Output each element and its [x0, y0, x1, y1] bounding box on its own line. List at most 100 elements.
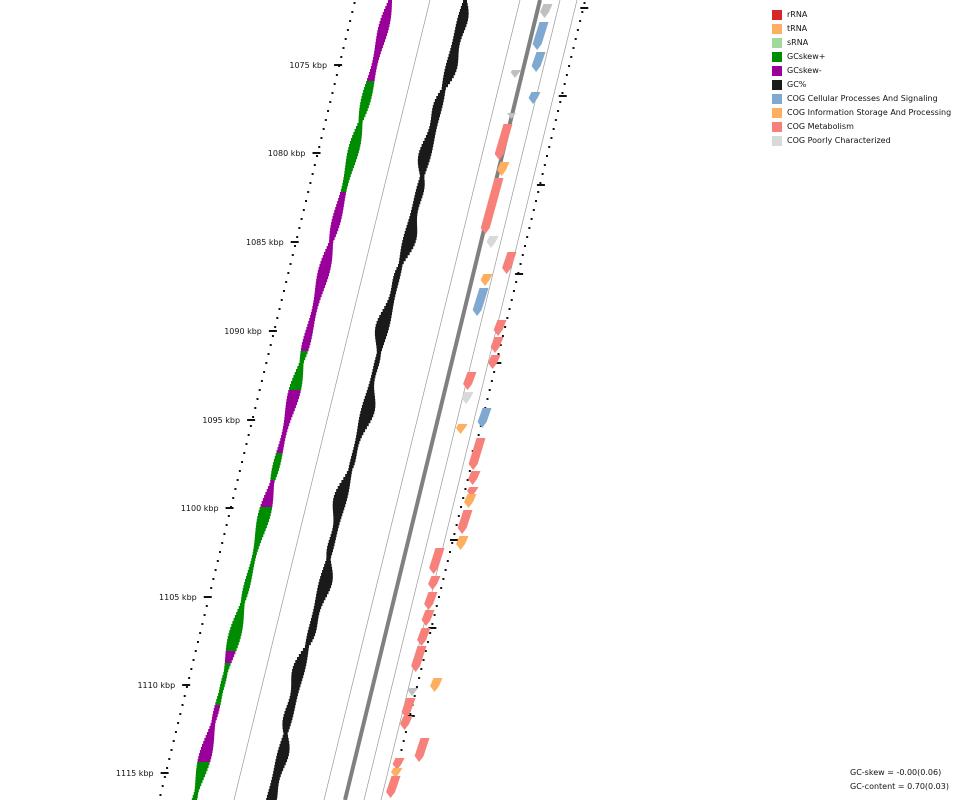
minor-tick [570, 56, 573, 58]
legend-label: GC% [787, 80, 807, 89]
major-tick [428, 627, 437, 629]
gc-skew-negative-bar [334, 210, 343, 214]
minor-tick [437, 596, 440, 598]
gc-skew-positive-bar [270, 474, 277, 478]
gc-content-bar [405, 228, 418, 232]
minor-tick [241, 461, 244, 463]
major-tick [493, 362, 502, 364]
gc-content-bar [460, 6, 469, 10]
gc-skew-negative-bar [276, 450, 283, 454]
gc-content-bar [442, 81, 451, 85]
gc-skew-negative-bar [381, 15, 392, 19]
gc-skew-negative-bar [314, 294, 322, 298]
gene-feature [532, 22, 549, 50]
minor-tick [431, 623, 434, 625]
gc-skew-positive-bar [195, 771, 207, 775]
gc-skew-negative-bar [268, 486, 274, 490]
gc-skew-positive-bar [347, 150, 359, 154]
gc-skew-positive-bar [221, 678, 227, 682]
minor-tick [446, 560, 449, 562]
gc-skew-positive-bar [196, 765, 209, 769]
gc-content-bar [453, 36, 462, 40]
gc-content-bar [318, 582, 332, 586]
gc-skew-positive-bar [270, 477, 276, 481]
gc-content-bar [371, 372, 377, 376]
gc-content-bar [417, 162, 429, 166]
guide-line [323, 0, 521, 800]
minor-tick [477, 434, 480, 436]
gc-content-bar [292, 666, 306, 670]
legend-item: COG Information Storage And Processing [772, 106, 951, 120]
gc-content-bar [430, 123, 438, 127]
gc-skew-negative-bar [335, 207, 344, 211]
gc-skew-negative-bar [333, 213, 343, 217]
gc-content-bar [403, 234, 417, 238]
gene-feature [463, 372, 477, 390]
gc-skew-negative-bar [370, 69, 377, 73]
gc-skew-positive-bar [191, 798, 198, 800]
gc-content-bar [364, 396, 375, 400]
minor-tick [185, 686, 188, 688]
tick-label: 1110 kbp [137, 681, 175, 690]
gene-feature [428, 576, 441, 590]
gc-skew-negative-bar [285, 402, 298, 406]
gc-skew-negative-bar [309, 318, 315, 322]
gc-skew-negative-bar [285, 408, 295, 412]
gc-skew-positive-bar [195, 780, 203, 784]
gc-skew-negative-bar [317, 270, 330, 274]
minor-tick [574, 38, 577, 40]
gene-feature [456, 536, 469, 550]
gc-content-bar [288, 699, 297, 703]
minor-tick [238, 470, 241, 472]
gc-content-bar [290, 690, 299, 694]
minor-tick [289, 263, 292, 265]
tick-label: 1105 kbp [159, 593, 197, 602]
gc-content-bar [325, 561, 332, 565]
minor-tick [583, 2, 586, 4]
gc-skew-positive-bar [195, 774, 206, 778]
gc-skew-positive-bar [227, 636, 241, 640]
gc-skew-negative-bar [375, 39, 386, 43]
gc-skew-positive-bar [291, 381, 303, 385]
gc-content-bar [333, 519, 341, 523]
gc-content-bar [312, 612, 320, 616]
gc-skew-negative-bar [301, 345, 310, 349]
gc-content-bar [398, 261, 404, 265]
gc-content-bar [286, 705, 296, 709]
gc-content-bar [272, 774, 281, 778]
minor-tick [340, 56, 343, 58]
minor-tick [221, 542, 224, 544]
gene-feature [531, 52, 546, 72]
minor-tick [276, 317, 279, 319]
gc-skew-positive-bar [254, 537, 263, 541]
gc-content-bar [346, 471, 352, 475]
minor-tick [497, 353, 500, 355]
gc-skew-negative-bar [283, 426, 289, 430]
gene-feature [472, 288, 489, 316]
gc-skew-positive-bar [351, 138, 362, 142]
gc-content-bar [458, 12, 469, 16]
gc-skew-positive-bar [218, 690, 223, 694]
gc-content-bar [291, 684, 301, 688]
gc-content-bar [359, 417, 372, 421]
gc-skew-negative-bar [269, 483, 274, 487]
tick-label: 1080 kbp [268, 149, 306, 158]
gc-content-bar [436, 96, 445, 100]
gc-content-bar [376, 321, 391, 325]
legend-label: tRNA [787, 24, 808, 33]
gc-skew-negative-bar [329, 231, 338, 235]
minor-tick [196, 641, 199, 643]
gc-skew-negative-bar [317, 273, 330, 277]
gc-content-bar [361, 408, 375, 412]
gc-skew-positive-bar [250, 561, 255, 565]
minor-tick [181, 704, 184, 706]
gc-content-bar [274, 765, 285, 769]
legend-item: COG Poorly Characterized [772, 134, 951, 148]
gc-content-stat: GC-content = 0.70(0.03) [850, 782, 949, 791]
gc-skew-positive-bar [249, 564, 255, 568]
gc-skew-negative-bar [307, 324, 314, 328]
tick-label: 1090 kbp [224, 327, 262, 336]
gc-content-bar [327, 543, 335, 547]
gc-content-bar [410, 213, 418, 217]
gc-content-bar [266, 798, 277, 800]
